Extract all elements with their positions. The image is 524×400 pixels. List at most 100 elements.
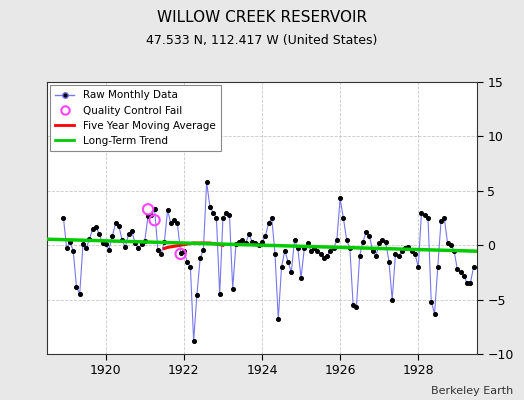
Point <box>228 286 237 292</box>
Point <box>225 212 234 218</box>
Point <box>460 272 468 279</box>
Point <box>421 212 429 218</box>
Point <box>284 258 292 265</box>
Point <box>300 245 309 252</box>
Point <box>336 195 344 202</box>
Point <box>147 212 156 218</box>
Legend: Raw Monthly Data, Quality Control Fail, Five Year Moving Average, Long-Term Tren: Raw Monthly Data, Quality Control Fail, … <box>50 85 221 151</box>
Point <box>167 220 175 227</box>
Point <box>235 239 244 245</box>
Point <box>359 239 367 245</box>
Point <box>215 291 224 297</box>
Point <box>255 242 263 248</box>
Point <box>320 255 328 262</box>
Point <box>212 215 221 221</box>
Point <box>193 292 201 298</box>
Point <box>238 236 247 243</box>
Point <box>95 231 103 238</box>
Point <box>303 240 312 246</box>
Point <box>219 215 227 221</box>
Point <box>232 241 240 247</box>
Text: Berkeley Earth: Berkeley Earth <box>431 386 514 396</box>
Point <box>424 215 432 221</box>
Point <box>75 291 84 297</box>
Point <box>108 233 116 240</box>
Point <box>124 231 133 238</box>
Point <box>330 245 338 252</box>
Point <box>140 238 149 244</box>
Point <box>131 240 139 246</box>
Point <box>157 251 165 257</box>
Text: WILLOW CREEK RESERVOIR: WILLOW CREEK RESERVOIR <box>157 10 367 25</box>
Point <box>69 248 78 254</box>
Point <box>414 264 422 270</box>
Point <box>209 209 217 216</box>
Point <box>99 240 107 246</box>
Point <box>313 248 322 254</box>
Point <box>368 248 377 254</box>
Point <box>261 233 269 240</box>
Point <box>310 245 318 252</box>
Point <box>355 253 364 259</box>
Point <box>388 296 396 303</box>
Point <box>391 251 400 257</box>
Point <box>258 239 266 245</box>
Point <box>202 179 211 185</box>
Point <box>111 220 119 227</box>
Point <box>66 239 74 245</box>
Point <box>375 240 384 246</box>
Point <box>297 275 305 281</box>
Point <box>417 209 425 216</box>
Point <box>307 248 315 254</box>
Point <box>248 239 256 245</box>
Point <box>385 258 393 265</box>
Point <box>453 266 462 272</box>
Point <box>274 316 282 322</box>
Point <box>252 240 260 246</box>
Point <box>245 231 253 238</box>
Point <box>362 229 370 235</box>
Point <box>437 218 445 224</box>
Point <box>333 236 341 243</box>
Point <box>326 248 334 254</box>
Point <box>137 241 146 247</box>
Point <box>183 258 191 265</box>
Point <box>405 244 413 250</box>
Point <box>466 280 475 286</box>
Point <box>170 217 178 223</box>
Point <box>343 236 351 243</box>
Point <box>271 251 279 257</box>
Point <box>316 251 325 257</box>
Point <box>264 220 272 227</box>
Point <box>242 240 250 246</box>
Point <box>85 236 94 242</box>
Point <box>150 217 159 223</box>
Point <box>105 246 113 253</box>
Point <box>470 264 478 270</box>
Point <box>280 248 289 254</box>
Point <box>408 248 416 254</box>
Point <box>92 224 100 230</box>
Point <box>339 215 347 221</box>
Point <box>128 228 136 234</box>
Point <box>378 236 387 243</box>
Point <box>456 269 465 276</box>
Point <box>59 215 68 221</box>
Point <box>79 241 87 247</box>
Point <box>277 264 286 270</box>
Point <box>411 251 419 257</box>
Point <box>290 236 299 243</box>
Point <box>121 244 129 250</box>
Point <box>440 215 449 221</box>
Point <box>160 239 169 245</box>
Point <box>323 253 331 259</box>
Point <box>62 245 71 252</box>
Point <box>196 255 204 262</box>
Point <box>206 204 214 210</box>
Point <box>349 302 357 308</box>
Point <box>365 233 374 240</box>
Point <box>190 338 198 344</box>
Point <box>150 206 159 212</box>
Point <box>398 248 406 254</box>
Point <box>433 264 442 270</box>
